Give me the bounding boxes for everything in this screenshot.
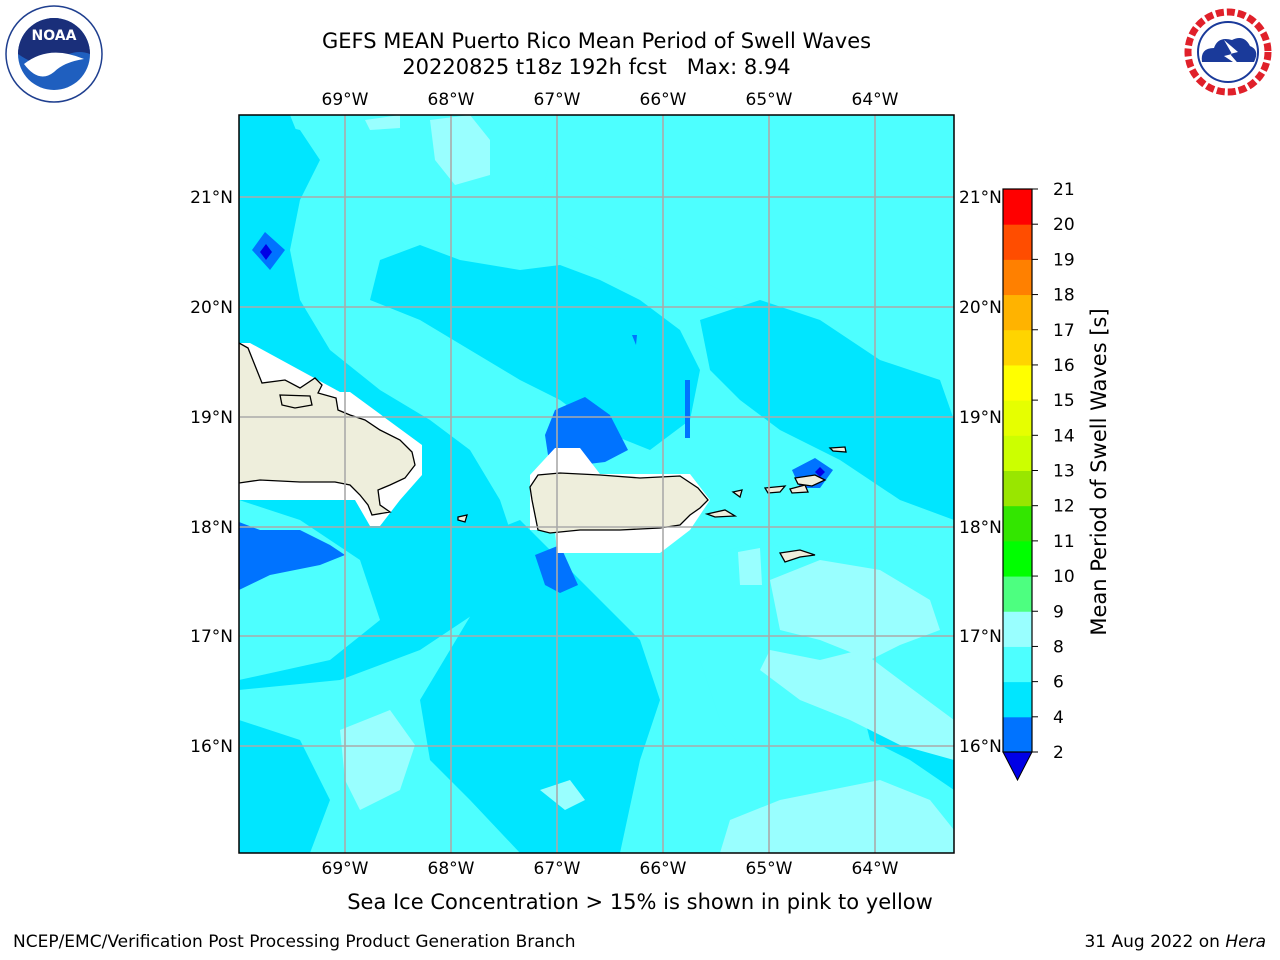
colorbar-tick-label: 16: [1053, 356, 1075, 376]
colorbar-segment: [1003, 716, 1032, 753]
colorbar-tick-label: 14: [1053, 426, 1075, 446]
lon-label-bottom: 68°W: [428, 859, 475, 879]
lon-label-top: 69°W: [322, 90, 369, 110]
lat-label-left: 21°N: [190, 188, 233, 208]
lat-label-right: 19°N: [959, 408, 1002, 428]
lon-labels: 69°W 68°W 67°W 66°W 65°W 64°W 69°W 68°W …: [322, 90, 899, 879]
lon-label-bottom: 66°W: [640, 859, 687, 879]
colorbar-tick-label: 10: [1053, 567, 1075, 587]
colorbar-segment: [1003, 435, 1032, 471]
colorbar-segment: [1003, 259, 1032, 296]
colorbar-label: Mean Period of Swell Waves [s]: [1087, 308, 1111, 635]
colorbar-under-arrow: [1002, 751, 1033, 782]
colorbar-tick-label: 2: [1053, 743, 1064, 763]
lat-label-right: 20°N: [959, 298, 1002, 318]
colorbar-tick-label: 9: [1053, 602, 1064, 622]
colorbar-segment: [1003, 364, 1032, 401]
colorbar-tick-label: 12: [1053, 497, 1075, 517]
colorbar-tick-label: 18: [1053, 286, 1075, 306]
colorbar-segment: [1003, 611, 1032, 647]
footer-date: 31 Aug 2022 on Hera: [1084, 932, 1266, 952]
colorbar-segment: [1003, 294, 1032, 331]
lon-label-bottom: 65°W: [746, 859, 793, 879]
colorbar-segment: [1003, 329, 1032, 366]
noaa-logo-icon: NOAA: [5, 5, 103, 103]
period-zone-below-2: [260, 244, 825, 477]
lat-label-left: 19°N: [190, 408, 233, 428]
lon-label-bottom: 67°W: [534, 859, 581, 879]
colorbar-segment: [1003, 400, 1032, 436]
map-gridlines: [239, 115, 954, 853]
colorbar-segment: [1003, 576, 1032, 612]
colorbar-tick-label: 20: [1053, 215, 1075, 235]
period-zone-8-9: [340, 115, 954, 853]
colorbar-segment: [1003, 470, 1032, 507]
lon-label-top: 66°W: [640, 90, 687, 110]
lon-label-top: 65°W: [746, 90, 793, 110]
footer-machine: Hera: [1225, 932, 1266, 952]
lon-label-top: 64°W: [852, 90, 899, 110]
colorbar-segment: [1003, 681, 1032, 718]
colorbar-tick-label: 6: [1053, 673, 1064, 693]
footer-credit: NCEP/EMC/Verification Post Processing Pr…: [13, 932, 576, 952]
colorbar-tick-label: 21: [1053, 180, 1075, 200]
sea-ice-note: Sea Ice Concentration > 15% is shown in …: [347, 890, 933, 914]
lat-label-right: 17°N: [959, 627, 1002, 647]
lon-label-bottom: 64°W: [852, 859, 899, 879]
map-frame: [238, 114, 955, 854]
lon-label-top: 67°W: [534, 90, 581, 110]
lat-label-right: 16°N: [959, 737, 1002, 757]
colorbar-tick-label: 13: [1053, 462, 1075, 482]
colorbar-tick-label: 11: [1053, 532, 1075, 552]
colorbar-tick-label: 4: [1053, 708, 1064, 728]
colorbar-segment: [1003, 505, 1032, 542]
period-zone-4-6: [239, 115, 954, 853]
lat-label-left: 20°N: [190, 298, 233, 318]
map-title-line2: 20220825 t18z 192h fcst Max: 8.94: [402, 55, 791, 79]
lat-labels: 21°N 20°N 19°N 18°N 17°N 16°N 21°N 20°N …: [190, 188, 1002, 757]
colorbar-tick-label: 15: [1053, 391, 1075, 411]
lat-label-right: 18°N: [959, 518, 1002, 538]
colorbar-segment: [1003, 646, 1032, 683]
noaa-logo-text: NOAA: [32, 28, 77, 44]
colorbar-tick-label: 19: [1053, 250, 1075, 270]
colorbar-segment: [1003, 189, 1032, 225]
map-plot-area: [239, 115, 954, 853]
colorbar-tick-label: 8: [1053, 637, 1064, 657]
lon-label-bottom: 69°W: [322, 859, 369, 879]
lon-label-top: 68°W: [428, 90, 475, 110]
lat-label-right: 21°N: [959, 188, 1002, 208]
colorbar: 2 4 6 8 9 10 11 12 13 14 15 16 17 18 19 20 21: [1002, 180, 1075, 782]
map-title-line1: GEFS MEAN Puerto Rico Mean Period of Swe…: [321, 29, 872, 53]
colorbar-tick-label: 17: [1053, 321, 1075, 341]
lat-label-left: 16°N: [190, 737, 233, 757]
lat-label-left: 18°N: [190, 518, 233, 538]
colorbar-segment: [1003, 224, 1032, 260]
footer-date-text: 31 Aug 2022 on: [1084, 932, 1226, 952]
nws-logo-icon: [1182, 6, 1274, 98]
lat-label-left: 17°N: [190, 627, 233, 647]
colorbar-segment: [1003, 540, 1032, 577]
